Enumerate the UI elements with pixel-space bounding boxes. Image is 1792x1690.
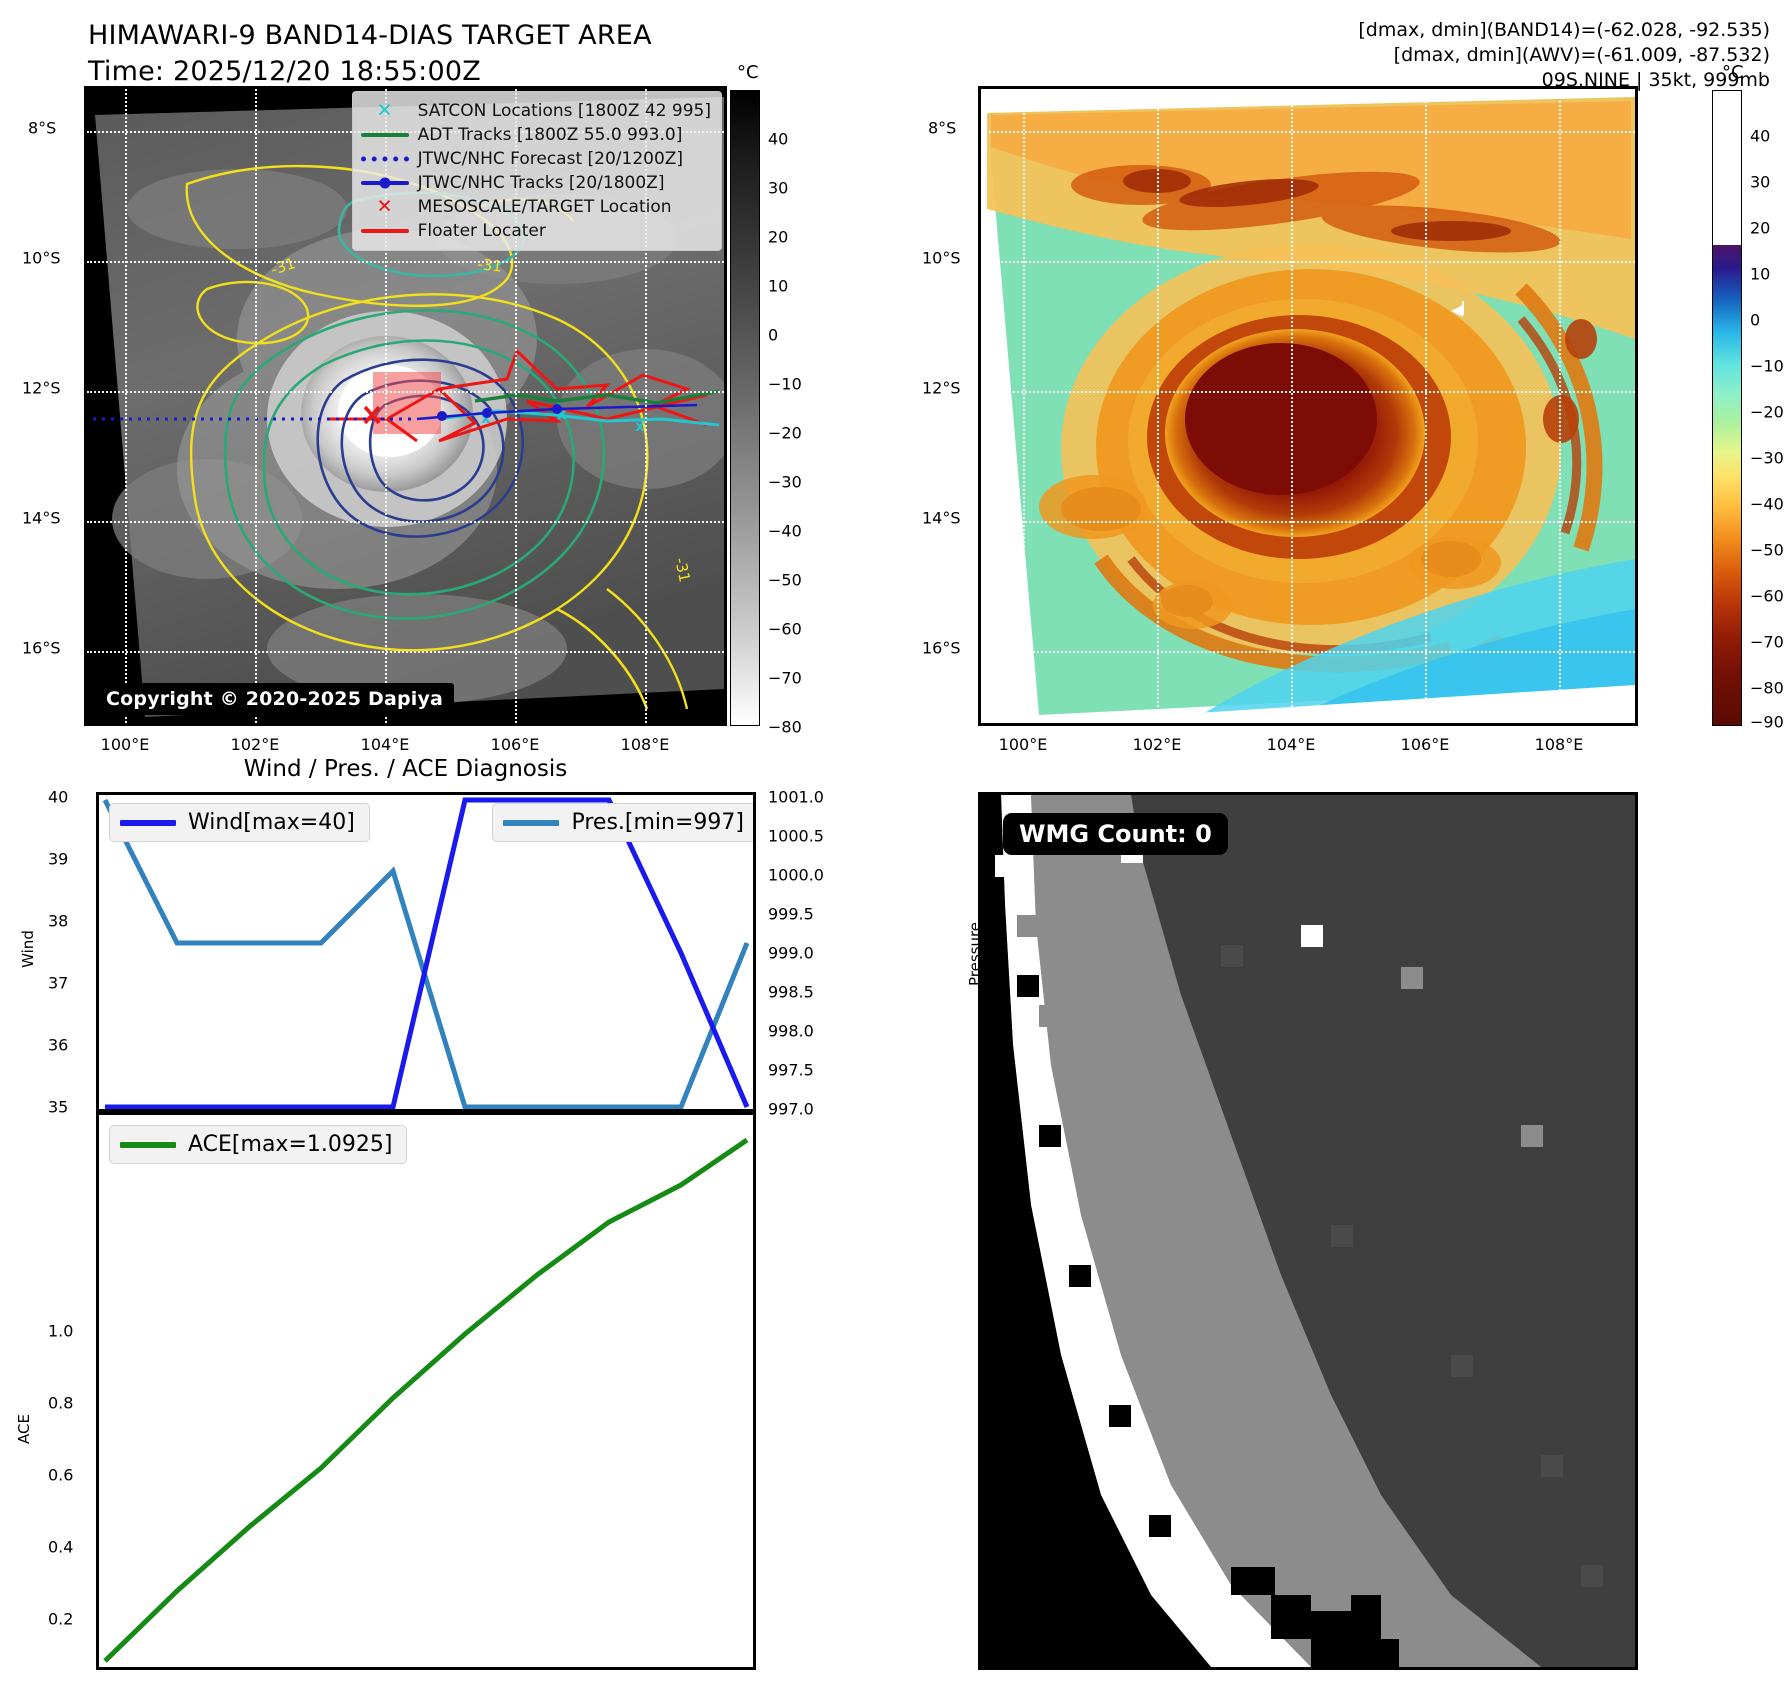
pressure-legend-label: Pres.[min=997] <box>571 810 744 835</box>
wmg-image <box>981 795 1635 1667</box>
wmg-count-badge: WMG Count: 0 <box>1003 813 1228 855</box>
stats-storm: 09S.NINE | 35kt, 999mb <box>1541 69 1770 91</box>
wind-series <box>105 797 750 1109</box>
legend-item-forecast[interactable]: JTWC/NHC Forecast [20/1200Z] <box>360 147 711 171</box>
legend-item-tracks[interactable]: JTWC/NHC Tracks [20/1800Z] <box>360 171 711 195</box>
dotted-line-icon <box>360 150 409 168</box>
svg-text:x: x <box>557 405 567 423</box>
solid-line-icon <box>360 126 409 144</box>
wmg-panel[interactable]: WMG Count: 0 <box>978 792 1638 1670</box>
legend-label: MESOSCALE/TARGET Location <box>417 197 672 217</box>
awv-colorbar[interactable] <box>1712 90 1742 726</box>
ir-gridlines <box>87 89 724 723</box>
legend-label: JTWC/NHC Tracks [20/1800Z] <box>417 173 665 193</box>
ace-axis-label: ACE <box>15 1414 33 1444</box>
ir-image: -31 -31 -31 <box>87 89 724 723</box>
wind-pressure-plot <box>102 797 750 1109</box>
svg-text:x: x <box>635 417 645 435</box>
wind-legend-label: Wind[max=40] <box>188 810 355 835</box>
awv-colorbar-unit: °C <box>1722 62 1744 83</box>
ir-legend[interactable]: ✕ SATCON Locations [1800Z 42 995] ADT Tr… <box>351 91 722 251</box>
wind-pressure-chart[interactable]: Wind[max=40] Pres.[min=997] <box>96 792 756 1112</box>
header-stats: [dmax, dmin](BAND14)=(-62.028, -92.535) … <box>1358 18 1770 93</box>
ir-colorbar[interactable] <box>730 90 760 726</box>
title-line-1: HIMAWARI-9 BAND14-DIAS TARGET AREA <box>88 20 652 51</box>
ace-chart[interactable]: ACE[max=1.0925] <box>96 1112 756 1670</box>
solid-line-icon <box>360 222 409 240</box>
diagnosis-title: Wind / Pres. / ACE Diagnosis <box>243 756 568 782</box>
legend-label: Floater Locater <box>417 221 546 241</box>
wind-legend[interactable]: Wind[max=40] <box>109 803 370 842</box>
stats-band14: [dmax, dmin](BAND14)=(-62.028, -92.535) <box>1358 19 1770 41</box>
ir-colorbar-unit: °C <box>737 62 759 83</box>
awv-image <box>981 89 1635 723</box>
ace-legend[interactable]: ACE[max=1.0925] <box>109 1125 408 1164</box>
svg-text:x: x <box>481 409 491 427</box>
pressure-series <box>102 798 750 1109</box>
x-marker-icon: ✕ <box>376 99 393 122</box>
awv-satellite-panel[interactable] <box>978 86 1638 726</box>
line-with-dot-icon <box>360 174 409 192</box>
awv-gridlines <box>981 89 1635 723</box>
pressure-legend[interactable]: Pres.[min=997] <box>492 803 753 842</box>
ir-satellite-panel[interactable]: -31 -31 -31 <box>84 86 727 726</box>
x-marker-icon: ✕ <box>376 195 393 218</box>
pressure-legend-swatch <box>503 819 560 826</box>
page-title: HIMAWARI-9 BAND14-DIAS TARGET AREA Time:… <box>88 18 652 90</box>
title-line-2: Time: 2025/12/20 18:55:00Z <box>88 56 481 87</box>
legend-item-adt[interactable]: ADT Tracks [1800Z 55.0 993.0] <box>360 123 711 147</box>
svg-text:-31: -31 <box>671 556 694 584</box>
legend-item-mesoscale[interactable]: ✕ MESOSCALE/TARGET Location <box>361 195 711 219</box>
copyright-badge: Copyright © 2020-2025 Dapiya <box>95 683 455 715</box>
legend-label: ADT Tracks [1800Z 55.0 993.0] <box>417 125 683 145</box>
ace-series <box>103 1137 749 1663</box>
ace-legend-swatch <box>120 1141 176 1148</box>
legend-label: JTWC/NHC Forecast [20/1200Z] <box>417 149 684 169</box>
legend-label: SATCON Locations [1800Z 42 995] <box>417 101 711 121</box>
legend-item-satcon[interactable]: ✕ SATCON Locations [1800Z 42 995] <box>361 99 711 123</box>
wind-legend-swatch <box>120 819 176 826</box>
legend-item-floater[interactable]: Floater Locater <box>360 219 711 243</box>
svg-text:-31: -31 <box>477 255 503 275</box>
wind-axis-label: Wind <box>19 930 37 968</box>
ace-plot <box>103 1137 749 1663</box>
stats-awv: [dmax, dmin](AWV)=(-61.009, -87.532) <box>1393 44 1770 66</box>
ace-legend-label: ACE[max=1.0925] <box>188 1132 393 1157</box>
